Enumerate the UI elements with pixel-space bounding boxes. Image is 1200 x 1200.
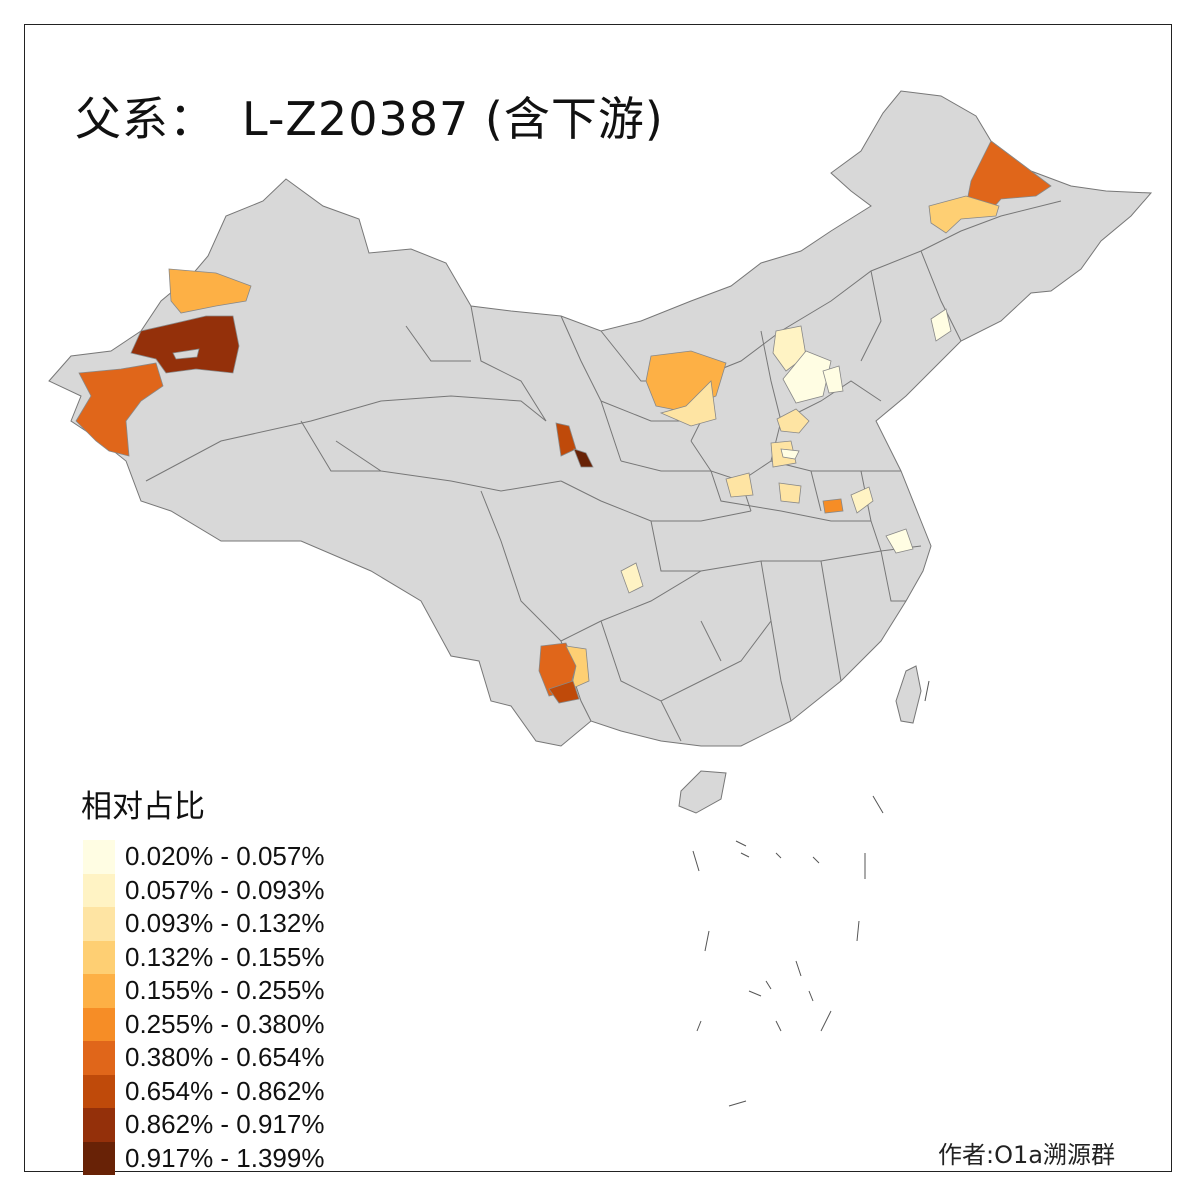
region-heilongjiang-heihe <box>965 140 1052 217</box>
region-jiangsu-suzhou <box>885 528 914 554</box>
legend-title: 相对占比 <box>81 789 205 825</box>
map-title: 父系： L-Z20387 (含下游) <box>75 83 664 149</box>
region-xinjiang-yili <box>130 315 240 374</box>
legend-swatch <box>83 907 115 941</box>
highlighted-regions <box>75 140 1052 704</box>
region-hebei-tangshan <box>822 365 844 394</box>
legend-swatch <box>83 1141 115 1175</box>
region-henan-east <box>778 482 802 504</box>
title-label: 父系： <box>75 92 216 146</box>
legend-item: 0.093% - 0.132% <box>83 907 324 941</box>
legend-range-label: 0.654% - 0.862% <box>125 1075 325 1106</box>
legend-item: 0.155% - 0.255% <box>83 974 324 1008</box>
legend-range-label: 0.093% - 0.132% <box>125 908 325 939</box>
region-xinjiang-bortala <box>168 268 252 314</box>
legend-swatch <box>83 974 115 1008</box>
region-hebei-shijiazhuang <box>776 408 810 434</box>
region-henan-zhengzhou <box>725 472 754 498</box>
province-borders <box>145 200 1062 742</box>
legend-item: 0.057% - 0.093% <box>83 873 325 907</box>
base-map <box>48 90 1153 814</box>
region-xinjiang-kashgar <box>75 362 164 457</box>
legend-swatch <box>83 1108 115 1142</box>
taiwan-island-shape <box>895 665 922 724</box>
legend: 相对占比 0.020% - 0.057% 0.057% - 0.093% 0.093… <box>81 781 324 1175</box>
legend-swatch <box>83 940 115 974</box>
legend-item: 0.380% - 0.654% <box>83 1041 324 1075</box>
legend-swatch <box>83 1007 115 1041</box>
legend-range-label: 0.020% - 0.057% <box>125 841 325 872</box>
map-frame: 父系： L-Z20387 (含下游) 相对占比 0.020% - 0.057% 0.… <box>24 24 1172 1175</box>
region-gansu-dingxi <box>573 448 594 468</box>
author-credit: 作者:O1a溯源群 <box>938 1141 1115 1169</box>
legend-range-label: 0.917% - 1.399% <box>125 1142 325 1173</box>
legend-item: 0.862% - 0.917% <box>83 1108 324 1142</box>
south-china-sea-islands <box>692 680 930 1107</box>
region-jiangsu-xuzhou <box>850 486 874 514</box>
legend-item: 0.132% - 0.155% <box>83 940 325 974</box>
legend-item: 0.255% - 0.380% <box>83 1007 325 1041</box>
china-choropleth-map <box>48 90 1153 1107</box>
legend-swatch <box>83 840 115 874</box>
legend-swatch <box>83 873 115 907</box>
mainland-china-shape <box>48 90 1153 747</box>
legend-swatch <box>83 1074 115 1108</box>
legend-item: 0.654% - 0.862% <box>83 1074 325 1108</box>
title-haplogroup: L-Z20387 (含下游) <box>242 92 664 146</box>
hainan-island-shape <box>678 770 727 814</box>
legend-item: 0.020% - 0.057% <box>83 840 324 874</box>
legend-rows: 0.020% - 0.057% 0.057% - 0.093% 0.093% - 0… <box>83 840 324 1175</box>
region-anhui-fuyang <box>822 498 844 514</box>
legend-range-label: 0.057% - 0.093% <box>125 874 325 905</box>
legend-range-label: 0.380% - 0.654% <box>125 1042 325 1073</box>
legend-range-label: 0.132% - 0.155% <box>125 941 325 972</box>
region-shandong-west <box>780 448 800 460</box>
legend-range-label: 0.255% - 0.380% <box>125 1008 325 1039</box>
legend-item: 0.917% - 1.399% <box>83 1141 325 1175</box>
region-yunnan-xishuangbanna <box>548 680 580 704</box>
legend-swatch <box>83 1041 115 1075</box>
region-gansu-lanzhou <box>555 422 577 457</box>
region-xinjiang-yili-lake <box>172 348 200 360</box>
region-yunnan-lincang <box>565 645 590 690</box>
region-hebei-north <box>930 308 952 342</box>
region-sichuan-chengdu <box>620 562 644 594</box>
legend-range-label: 0.155% - 0.255% <box>125 975 325 1006</box>
legend-range-label: 0.862% - 0.917% <box>125 1109 325 1140</box>
region-innermongolia-ordos <box>659 380 717 427</box>
region-innermongolia-hulunbuir <box>928 195 1000 234</box>
